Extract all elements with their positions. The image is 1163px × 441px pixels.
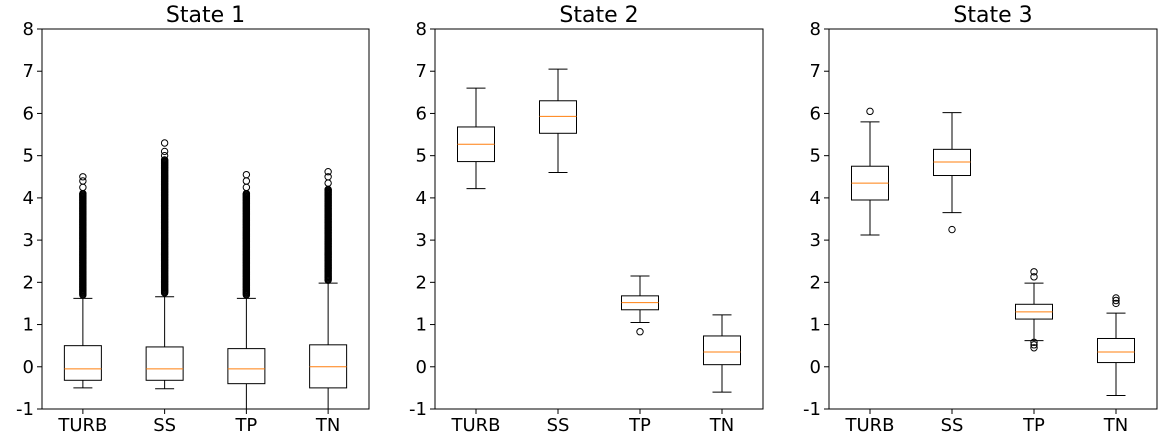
outlier-point <box>1030 268 1038 276</box>
outlier-point <box>242 183 251 192</box>
chart-panel-2: State 2 -1 0 1 2 3 4 5 6 7 8 TURB SS TP TN <box>409 3 764 436</box>
outlier-point <box>1030 344 1038 352</box>
y-tick-label: 1 <box>416 315 427 336</box>
y-tick-label: 6 <box>23 103 34 124</box>
outlier-point <box>1030 338 1038 346</box>
outlier-point <box>79 183 87 192</box>
box-tp <box>1015 268 1053 352</box>
outlier-point <box>242 177 251 185</box>
y-tick-label: 2 <box>810 272 821 293</box>
box-turb <box>457 87 495 190</box>
chart-title: State 1 <box>166 3 245 28</box>
outlier-point <box>1112 299 1120 308</box>
chart-title: State 3 <box>953 3 1032 28</box>
y-tick-label: 8 <box>810 19 821 40</box>
y-tick-label: 3 <box>23 230 34 251</box>
x-tick-label: SS <box>941 415 964 436</box>
y-tick-label: 0 <box>810 357 821 378</box>
outlier-point <box>160 147 169 156</box>
outlier-point <box>160 151 169 160</box>
box-tn <box>309 168 348 410</box>
box-ss <box>933 112 971 234</box>
y-tick-label: 1 <box>810 315 821 336</box>
box-tp <box>227 170 266 410</box>
outlier-point <box>79 173 87 181</box>
plot-frame <box>828 28 1158 410</box>
x-tick-label: TN <box>1103 415 1128 436</box>
y-tick-label: 7 <box>416 61 427 82</box>
x-tick-label: TP <box>1022 415 1045 436</box>
y-tick-label: 6 <box>810 103 821 124</box>
outlier-point <box>324 173 332 181</box>
box-tn <box>1097 294 1135 396</box>
y-tick-label: 4 <box>23 188 34 209</box>
iqr-box <box>703 335 741 366</box>
box-turb <box>851 107 889 236</box>
iqr-box <box>539 100 577 134</box>
outlier-point <box>636 328 644 336</box>
iqr-box <box>145 346 184 381</box>
iqr-box <box>1097 337 1135 364</box>
iqr-box <box>63 345 102 381</box>
y-tick-label: 3 <box>416 230 427 251</box>
y-tick-label: 7 <box>23 61 34 82</box>
chart-panel-1: State 1 -1 0 1 2 3 4 5 6 7 8 TURB SS TP TN <box>16 3 370 436</box>
outlier-point <box>948 225 956 234</box>
outlier-point <box>160 139 169 147</box>
x-tick-label: SS <box>547 415 570 436</box>
y-tick-label: 5 <box>23 146 34 167</box>
outlier-point <box>160 156 169 164</box>
y-tick-label: 8 <box>23 19 34 40</box>
x-tick-label: TURB <box>57 415 107 436</box>
outlier-point <box>1030 341 1038 349</box>
box-turb <box>63 173 102 389</box>
chart-panel-3: State 3 -1 0 1 2 3 4 5 6 7 8 TURB SS TP TN <box>803 3 1158 436</box>
y-tick-label: 2 <box>23 272 34 293</box>
x-tick-label: TN <box>315 415 340 436</box>
y-tick-label: 4 <box>416 188 427 209</box>
x-tick-label: TP <box>628 415 651 436</box>
y-tick-label: 4 <box>810 188 821 209</box>
y-tick-label: 3 <box>810 230 821 251</box>
x-tick-label: TN <box>709 415 734 436</box>
x-tick-label: SS <box>153 415 176 436</box>
box-ss <box>539 68 577 174</box>
y-tick-label: -1 <box>16 399 34 420</box>
x-tick-label: TP <box>234 415 257 436</box>
box-tn <box>703 314 741 393</box>
outlier-point <box>79 177 87 185</box>
iqr-box <box>227 348 266 385</box>
outlier-point <box>1112 296 1120 305</box>
y-tick-label: 5 <box>416 146 427 167</box>
x-tick-label: TURB <box>450 415 500 436</box>
y-tick-label: -1 <box>803 399 821 420</box>
y-tick-label: 0 <box>416 357 427 378</box>
outlier-point <box>324 179 332 187</box>
y-tick-label: 6 <box>416 103 427 124</box>
y-tick-label: -1 <box>409 399 427 420</box>
box-ss <box>145 139 184 390</box>
outlier-point <box>324 168 332 176</box>
y-tick-label: 0 <box>23 357 34 378</box>
x-tick-label: TURB <box>844 415 894 436</box>
outlier-point <box>866 107 874 116</box>
outlier-point <box>1030 273 1038 281</box>
plot-frame <box>434 28 764 410</box>
box-tp <box>621 275 659 336</box>
plot-frame <box>41 28 370 410</box>
chart-title: State 2 <box>559 3 638 28</box>
y-tick-label: 2 <box>416 272 427 293</box>
y-tick-label: 5 <box>810 146 821 167</box>
y-tick-label: 7 <box>810 61 821 82</box>
y-tick-label: 8 <box>416 19 427 40</box>
y-tick-label: 1 <box>23 315 34 336</box>
outlier-point <box>1112 294 1120 302</box>
outlier-point <box>242 170 251 179</box>
